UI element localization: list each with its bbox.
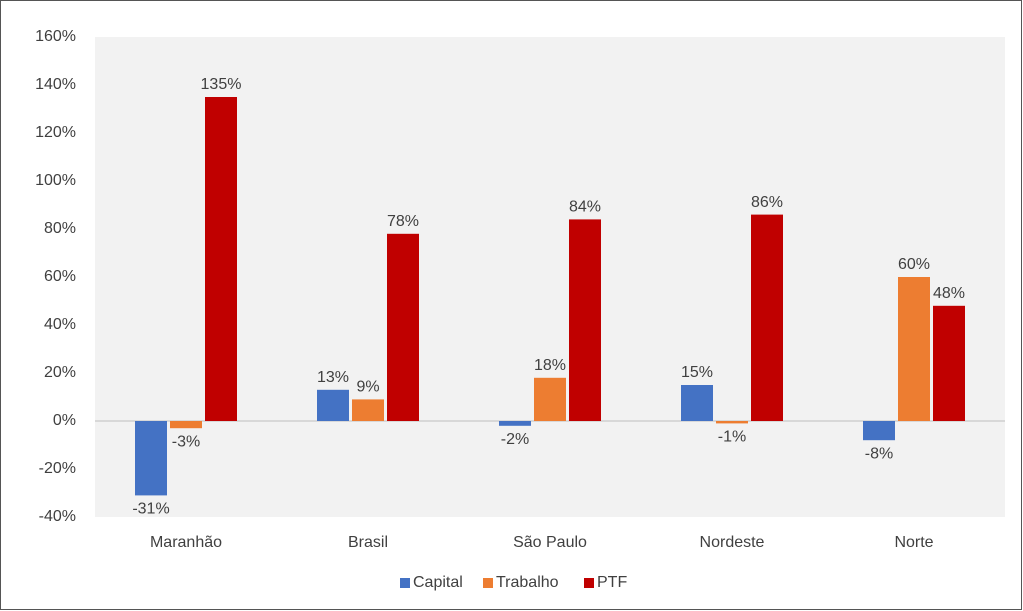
legend-label: Trabalho [496, 574, 559, 591]
data-label: 15% [681, 364, 713, 381]
bar [681, 385, 713, 421]
legend-swatch [400, 578, 410, 588]
data-label: 78% [387, 213, 419, 230]
legend-label: PTF [597, 574, 627, 591]
data-label: -1% [718, 429, 746, 446]
y-tick-label: -40% [39, 508, 76, 525]
bar [499, 421, 531, 426]
y-tick-label: 20% [44, 364, 76, 381]
bar [534, 377, 566, 421]
x-tick-label: Nordeste [700, 534, 765, 551]
x-tick-label: Brasil [348, 534, 388, 551]
bar [933, 305, 965, 421]
bar [716, 421, 748, 424]
bar [170, 421, 202, 429]
data-label: -2% [501, 431, 529, 448]
data-label: 60% [898, 256, 930, 273]
data-label: 18% [534, 357, 566, 374]
bar [387, 233, 419, 421]
data-label: 13% [317, 369, 349, 386]
legend-swatch [483, 578, 493, 588]
x-tick-label: Maranhão [150, 534, 222, 551]
bar [352, 399, 384, 421]
data-label: 135% [201, 76, 242, 93]
y-tick-label: 80% [44, 220, 76, 237]
x-tick-label: Norte [894, 534, 933, 551]
y-tick-label: 140% [35, 76, 76, 93]
bar [205, 97, 237, 421]
data-label: 84% [569, 199, 601, 216]
data-label: 48% [933, 285, 965, 302]
bar [569, 219, 601, 421]
y-tick-label: -20% [39, 460, 76, 477]
y-tick-label: 60% [44, 268, 76, 285]
data-label: -31% [132, 501, 169, 518]
y-tick-label: 160% [35, 28, 76, 45]
legend-label: Capital [413, 574, 463, 591]
y-tick-label: 120% [35, 124, 76, 141]
x-tick-label: São Paulo [513, 534, 587, 551]
bar [135, 421, 167, 496]
data-label: 86% [751, 194, 783, 211]
data-label: 9% [356, 379, 379, 396]
bar [751, 214, 783, 421]
data-label: -8% [865, 445, 893, 462]
bar [898, 277, 930, 421]
bar [863, 421, 895, 441]
y-tick-label: 40% [44, 316, 76, 333]
bar [317, 389, 349, 421]
plot-area [95, 37, 1005, 517]
legend-swatch [584, 578, 594, 588]
y-tick-label: 0% [53, 412, 76, 429]
y-tick-label: 100% [35, 172, 76, 189]
data-label: -3% [172, 433, 200, 450]
